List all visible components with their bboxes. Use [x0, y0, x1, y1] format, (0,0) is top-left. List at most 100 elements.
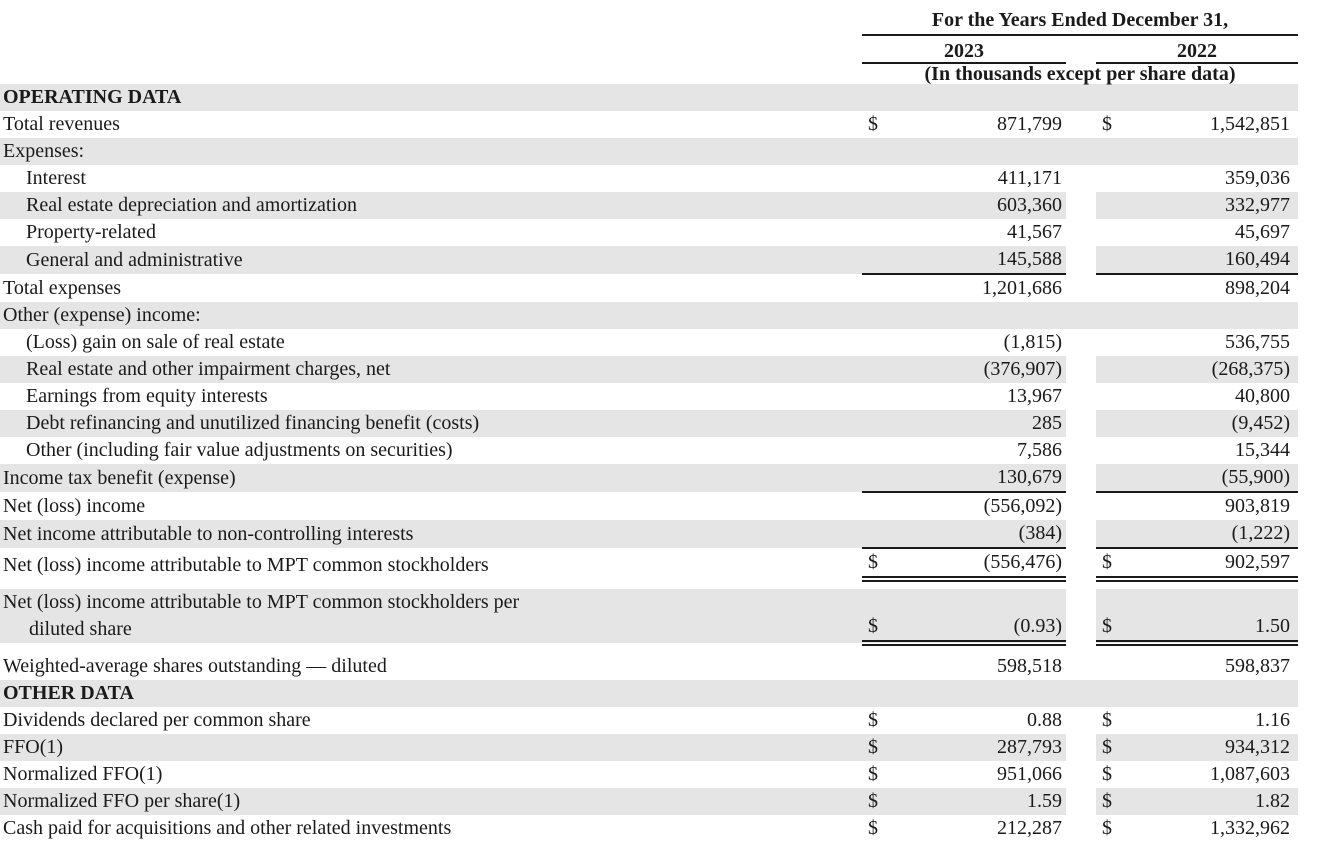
units-note: (In thousands except per share data): [924, 63, 1236, 85]
data-row: Interest 411,171 359,036: [0, 165, 1298, 192]
data-row: Total revenues $871,799 $1,542,851: [0, 111, 1298, 138]
row-label: Other (including fair value adjustments …: [26, 439, 453, 461]
row-label: Net (loss) income attributable to MPT co…: [0, 589, 862, 643]
dollar-sign-2022: $: [1102, 113, 1112, 135]
dollar-sign-2023: $: [862, 788, 896, 815]
dollar-sign-2022: $: [1102, 817, 1112, 839]
period-header-row: For the Years Ended December 31,: [0, 6, 1298, 36]
row-label: Earnings from equity interests: [26, 385, 268, 407]
value-2022: 1.16: [1255, 709, 1290, 731]
dollar-sign-2022: [1096, 653, 1130, 680]
dollar-sign-2022: [1096, 246, 1130, 275]
row-label: Total revenues: [3, 113, 120, 135]
section-header-row: OTHER DATA: [0, 680, 1298, 707]
value-2023: 41,567: [1007, 221, 1062, 243]
period-label: For the Years Ended December 31,: [862, 6, 1298, 36]
column-gutter: [1066, 589, 1096, 643]
value-2022: 598,837: [1225, 655, 1290, 677]
column-gutter: [1066, 356, 1096, 383]
row-label: Cash paid for acquisitions and other rel…: [3, 817, 452, 839]
column-gutter: [1066, 520, 1096, 548]
dollar-sign-2022: $: [1102, 763, 1112, 785]
dollar-sign-2022: [1096, 329, 1130, 356]
value-2023: (1,815): [1003, 331, 1062, 353]
dollar-sign-2023: [862, 274, 896, 302]
value-2022: 1,332,962: [1210, 817, 1290, 839]
row-label: Real estate and other impairment charges…: [0, 356, 862, 383]
dollar-sign-2022: [1096, 356, 1130, 383]
value-2023: 411,171: [997, 167, 1062, 189]
row-label: Interest: [26, 167, 86, 189]
value-2022: 160,494: [1130, 246, 1298, 275]
row-label: Real estate depreciation and amortizatio…: [0, 192, 862, 219]
row-label-line2: diluted share: [29, 618, 132, 640]
dollar-sign-2023: [862, 246, 896, 275]
dollar-sign-2023: [862, 410, 896, 437]
row-label: Dividends declared per common share: [3, 709, 311, 731]
column-gutter: [1066, 165, 1096, 192]
data-row: Net (loss) income (556,092) 903,819: [0, 492, 1298, 520]
column-gutter: [1066, 464, 1096, 492]
value-2023: 603,360: [896, 192, 1066, 219]
data-row: Income tax benefit (expense) 130,679 (55,9…: [0, 464, 1298, 493]
dollar-sign-2022: [1096, 464, 1130, 493]
row-label-line1: Net (loss) income attributable to MPT co…: [3, 591, 520, 613]
spacer-row: [0, 643, 1298, 653]
column-gutter: [1066, 707, 1096, 734]
dollar-sign-2023: $: [862, 734, 896, 761]
value-2023: (376,907): [896, 356, 1066, 383]
year-header-row: 2023 2022: [0, 35, 1298, 64]
row-label: Net (loss) income attributable to MPT co…: [3, 554, 489, 576]
spacer-row: [0, 579, 1298, 589]
header-label-spacer: [0, 6, 862, 35]
dollar-sign-2023: [862, 165, 896, 192]
data-row: (Loss) gain on sale of real estate (1,815…: [0, 329, 1298, 356]
data-row: Net (loss) income attributable to MPT co…: [0, 548, 1298, 582]
value-2022: 536,755: [1225, 331, 1290, 353]
dollar-sign-2022: $: [1096, 734, 1130, 761]
row-label: (Loss) gain on sale of real estate: [26, 331, 285, 353]
value-2023: 212,287: [997, 817, 1062, 839]
row-label: Debt refinancing and unutilized financin…: [0, 410, 862, 437]
dollar-sign-2022: [1096, 520, 1130, 549]
dollar-sign-2023: [862, 464, 896, 493]
dollar-sign-2022: $: [1102, 709, 1112, 731]
column-gutter: [1066, 788, 1096, 815]
year-column-2023: 2023: [862, 35, 1066, 64]
value-2022: (1,222): [1130, 520, 1298, 549]
value-2022: (268,375): [1130, 356, 1298, 383]
value-2023: 287,793: [896, 734, 1066, 761]
dollar-sign-2023: [862, 437, 896, 464]
value-2022: 898,204: [1225, 277, 1290, 299]
dollar-sign-2023: [862, 192, 896, 219]
value-2023: 145,588: [896, 246, 1066, 275]
data-row: Weighted-average shares outstanding — di…: [0, 653, 1298, 680]
row-label: Normalized FFO(1): [3, 763, 163, 785]
dollar-sign-2023: [862, 383, 896, 410]
data-row: Total expenses 1,201,686 898,204: [0, 274, 1298, 302]
dollar-sign-2022: [1096, 192, 1130, 219]
column-gutter: [1066, 35, 1096, 63]
value-2023: 1.59: [896, 788, 1066, 815]
spacer-cell: [0, 643, 1298, 653]
section-header-row: Expenses:: [0, 138, 1298, 165]
value-2023: 951,066: [997, 763, 1062, 785]
data-row: Normalized FFO per share(1) $1.59 $1.82: [0, 788, 1298, 815]
row-label: Other (expense) income:: [0, 302, 1298, 329]
value-2023: 871,799: [997, 113, 1062, 135]
data-row: Other (including fair value adjustments …: [0, 437, 1298, 464]
value-2023: (556,476): [896, 548, 1066, 582]
value-2022: 902,597: [1130, 548, 1298, 582]
dollar-sign-2022: [1096, 165, 1130, 192]
value-2023: 0.88: [1027, 709, 1062, 731]
dollar-sign-2022: $: [1096, 548, 1130, 582]
dollar-sign-2022: $: [1096, 788, 1130, 815]
value-2022: 903,819: [1225, 495, 1290, 517]
value-2023: 7,586: [1017, 439, 1062, 461]
section-header-row: Other (expense) income:: [0, 302, 1298, 329]
row-label: Net (loss) income: [3, 495, 146, 517]
data-row: Debt refinancing and unutilized financin…: [0, 410, 1298, 437]
year-column-2022: 2022: [1096, 35, 1298, 64]
value-2022: 45,697: [1235, 221, 1290, 243]
data-row: General and administrative 145,588 160,494: [0, 246, 1298, 275]
